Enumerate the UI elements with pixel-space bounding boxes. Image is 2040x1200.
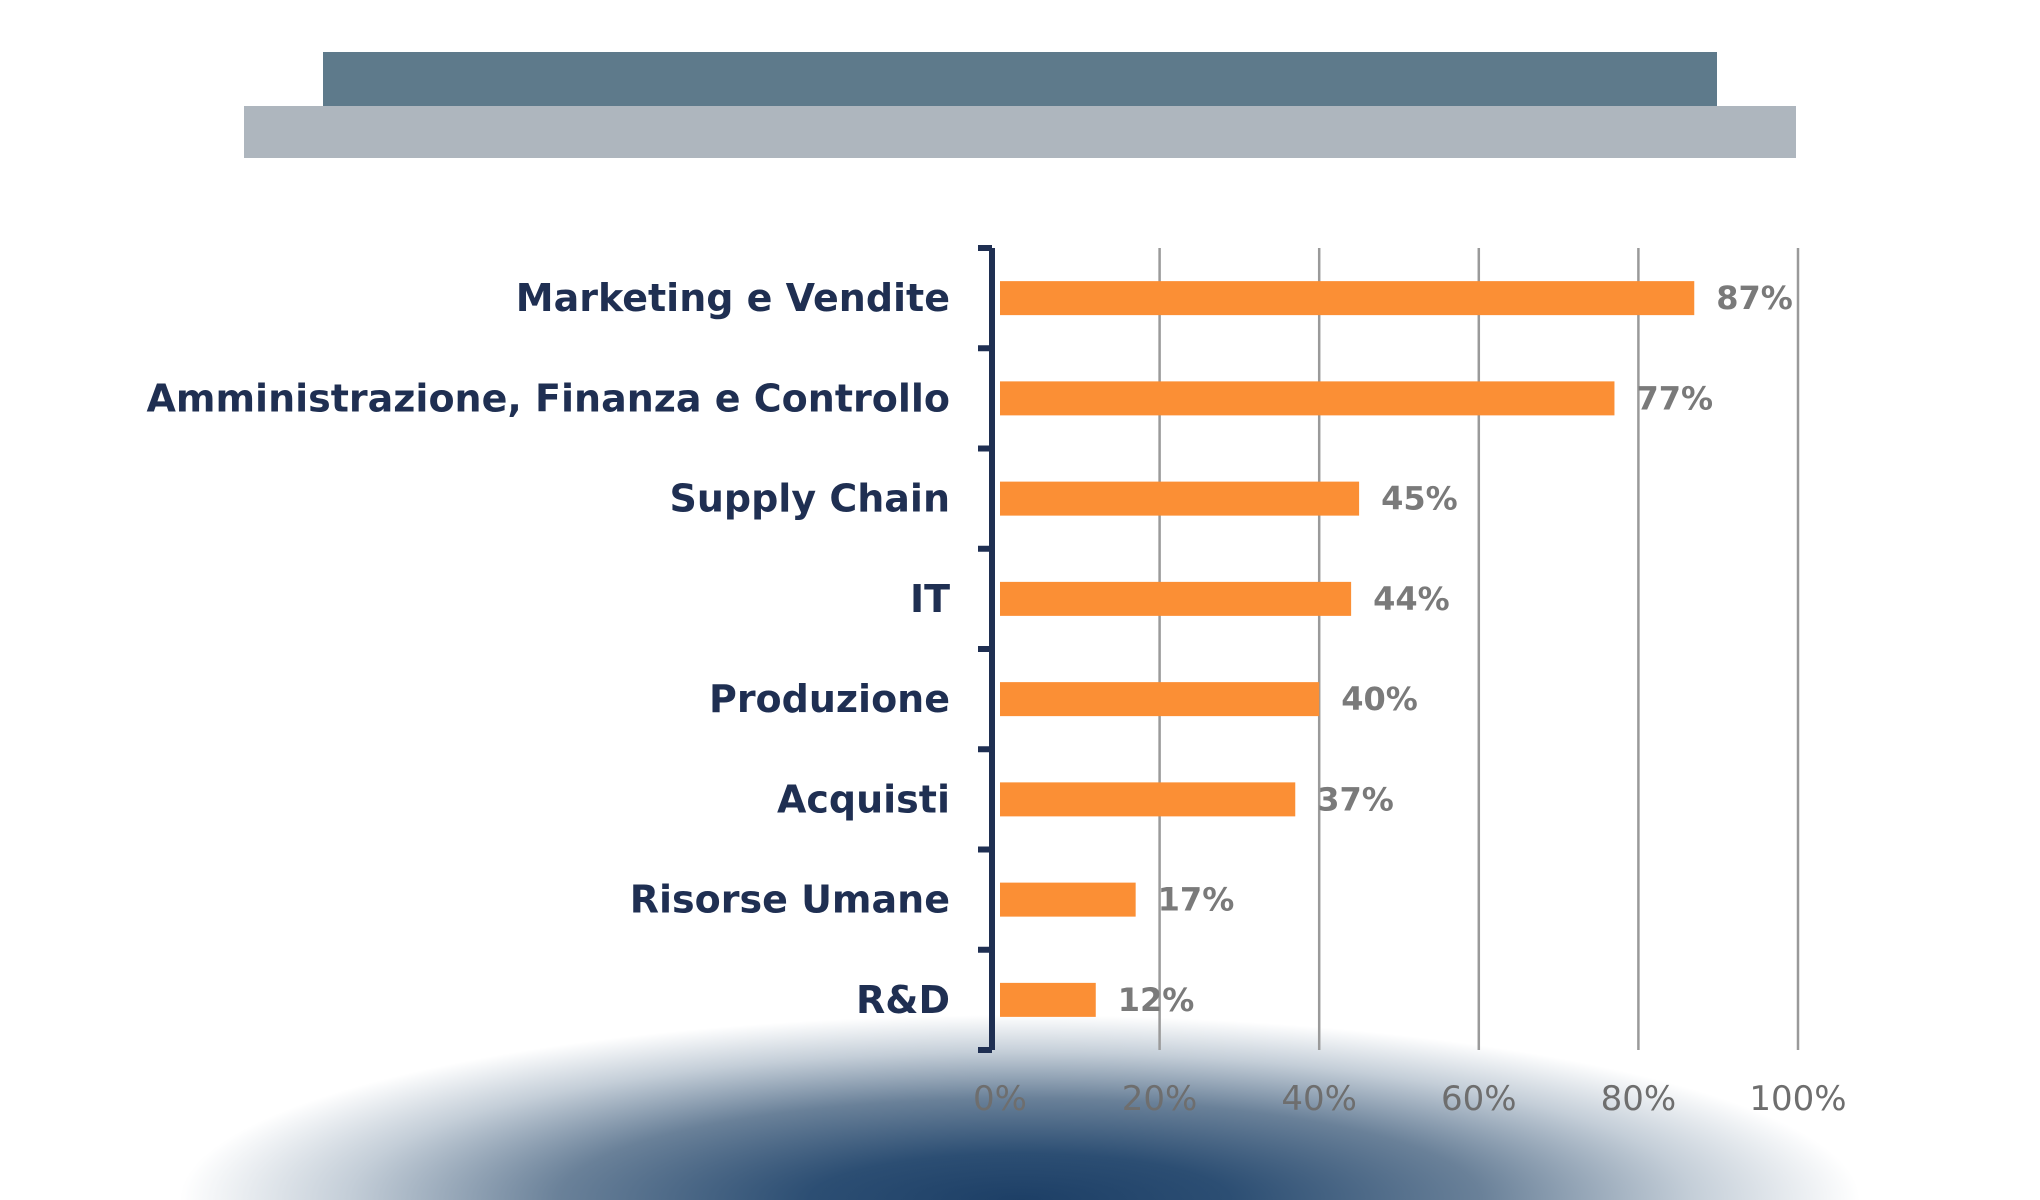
bar	[1000, 682, 1320, 717]
x-tick-label: 60%	[1441, 1079, 1517, 1119]
value-label: 12%	[1118, 981, 1195, 1019]
category-label: Marketing e Vendite	[516, 276, 950, 320]
value-label: 77%	[1636, 379, 1713, 417]
category-label: Amministrazione, Finanza e Controllo	[146, 376, 950, 420]
bar	[1000, 581, 1352, 616]
x-tick-label: 80%	[1601, 1079, 1677, 1119]
bar	[1000, 782, 1296, 817]
bar	[1000, 281, 1695, 316]
category-label: R&D	[856, 978, 950, 1022]
category-axis	[978, 245, 995, 1053]
category-label: Produzione	[709, 677, 950, 721]
category-label: IT	[910, 577, 950, 621]
category-label: Supply Chain	[669, 477, 950, 521]
bar	[1000, 882, 1136, 917]
bars	[1000, 281, 1695, 1017]
category-label: Risorse Umane	[630, 878, 950, 922]
value-label: 44%	[1373, 580, 1450, 618]
value-label: 87%	[1716, 279, 1793, 317]
value-label: 45%	[1381, 480, 1458, 518]
category-label: Acquisti	[777, 777, 950, 821]
header-banner-top	[323, 52, 1717, 106]
x-tick-label: 40%	[1281, 1079, 1357, 1119]
value-label: 40%	[1341, 680, 1418, 718]
x-tick-label: 0%	[973, 1079, 1027, 1119]
value-label: 37%	[1317, 780, 1394, 818]
bar	[1000, 982, 1096, 1017]
x-tick-label: 20%	[1122, 1079, 1198, 1119]
labels: 0% 20% 40% 60% 80% 100% Marketing e Vendite 87%…	[146, 276, 1846, 1119]
x-tick-label: 100%	[1749, 1079, 1846, 1119]
value-label: 17%	[1158, 881, 1235, 919]
header-banner-bottom	[244, 106, 1796, 158]
bar	[1000, 381, 1615, 416]
bottom-gradient-glow	[180, 1015, 1860, 1200]
bar	[1000, 481, 1360, 516]
gridlines	[1158, 248, 1800, 1050]
